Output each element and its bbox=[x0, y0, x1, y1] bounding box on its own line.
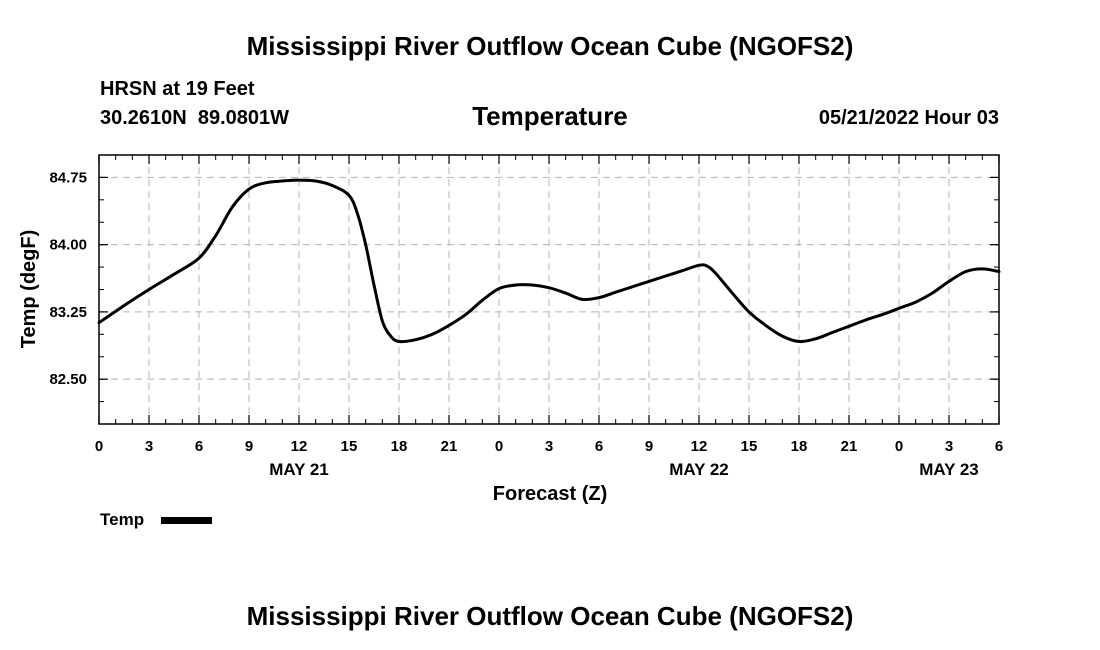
x-tick-label: 3 bbox=[545, 438, 553, 455]
x-tick-label: 15 bbox=[341, 438, 358, 455]
chart-title: Temperature bbox=[472, 101, 628, 131]
y-tick-label: 84.75 bbox=[49, 169, 87, 186]
x-tick-labels: 0 3 6 9 12 15 18 21 0 3 6 9 12 15 18 21 0 3 6 bbox=[95, 438, 1003, 455]
x-tick-label: 0 bbox=[895, 438, 903, 455]
x-tick-label: 15 bbox=[741, 438, 758, 455]
date-labels: MAY 21 MAY 22 MAY 23 bbox=[269, 460, 979, 479]
date-label: MAY 21 bbox=[269, 460, 329, 479]
x-tick-label: 6 bbox=[995, 438, 1003, 455]
x-tick-label: 6 bbox=[595, 438, 603, 455]
x-tick-label: 0 bbox=[95, 438, 103, 455]
x-tick-label: 9 bbox=[245, 438, 253, 455]
x-tick-label: 18 bbox=[391, 438, 408, 455]
plot-frame bbox=[98, 154, 1000, 425]
y-tick-label: 84.00 bbox=[49, 237, 87, 254]
x-tick-label: 12 bbox=[691, 438, 708, 455]
legend-swatch bbox=[161, 517, 212, 524]
x-tick-label: 3 bbox=[945, 438, 953, 455]
grid-lines bbox=[99, 155, 999, 424]
y-axis-label: Temp (degF) bbox=[18, 230, 40, 349]
x-tick-label: 0 bbox=[495, 438, 503, 455]
station-label: HRSN at 19 Feet bbox=[100, 78, 255, 100]
axis-ticks bbox=[98, 155, 1000, 424]
datetime-label: 05/21/2022 Hour 03 bbox=[819, 107, 999, 129]
location-label: 30.2610N 89.0801W bbox=[100, 107, 289, 129]
series-line-temp bbox=[97, 178, 1001, 344]
y-tick-label: 82.50 bbox=[49, 371, 87, 388]
date-label: MAY 23 bbox=[919, 460, 979, 479]
x-tick-label: 18 bbox=[791, 438, 808, 455]
x-axis-label: Forecast (Z) bbox=[493, 483, 607, 505]
x-tick-label: 3 bbox=[145, 438, 153, 455]
footer-title: Mississippi River Outflow Ocean Cube (NG… bbox=[247, 601, 854, 631]
legend: Temp bbox=[100, 510, 212, 529]
page-title: Mississippi River Outflow Ocean Cube (NG… bbox=[247, 31, 854, 61]
x-tick-label: 9 bbox=[645, 438, 653, 455]
x-tick-label: 6 bbox=[195, 438, 203, 455]
y-tick-label: 83.25 bbox=[49, 304, 87, 321]
date-label: MAY 22 bbox=[669, 460, 729, 479]
x-tick-label: 12 bbox=[291, 438, 308, 455]
y-tick-labels: 82.50 83.25 84.00 84.75 bbox=[49, 169, 87, 388]
legend-label: Temp bbox=[100, 510, 144, 529]
series-layer bbox=[97, 178, 1001, 344]
x-tick-label: 21 bbox=[441, 438, 458, 455]
x-tick-label: 21 bbox=[841, 438, 858, 455]
